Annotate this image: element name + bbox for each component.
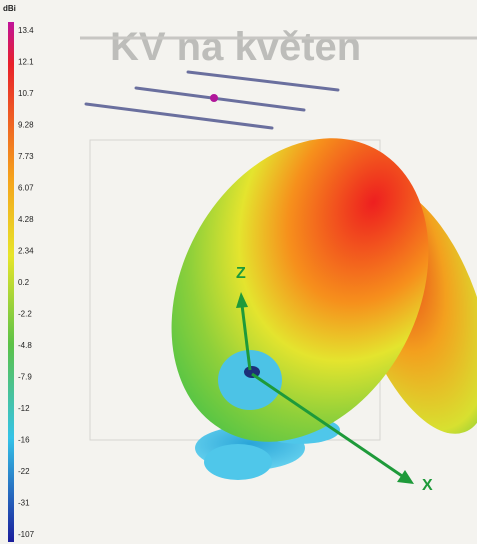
colorbar-tick-label: -107 xyxy=(18,530,35,539)
colorbar-tick-label: -22 xyxy=(18,467,30,476)
colorbar xyxy=(8,22,14,542)
colorbar-tick-label: 4.28 xyxy=(18,215,34,224)
colorbar-unit: dBi xyxy=(3,4,16,13)
colorbar-tick-label: -12 xyxy=(18,404,30,413)
colorbar-tick-label: 7.73 xyxy=(18,152,34,161)
background-title: KV na květen xyxy=(110,25,361,69)
axes xyxy=(236,292,414,484)
colorbar-tick-label: -7.9 xyxy=(18,373,32,382)
colorbar-tick-label: -2.2 xyxy=(18,310,32,319)
colorbar-tick-label: 0.2 xyxy=(18,278,30,287)
colorbar-tick-label: 6.07 xyxy=(18,184,34,193)
colorbar-tick-label: -31 xyxy=(18,499,30,508)
z-axis-label: Z xyxy=(236,265,246,282)
colorbar-tick-label: 9.28 xyxy=(18,121,34,130)
colorbar-tick-label: -4.8 xyxy=(18,341,32,350)
colorbar-tick-label: 10.7 xyxy=(18,89,34,98)
background-page: KV na květen xyxy=(80,25,477,441)
colorbar-ticks: 13.4 12.1 10.7 9.28 7.73 6.07 4.28 2.34 0.2 -2.2 -… xyxy=(18,26,35,539)
colorbar-tick-label: -16 xyxy=(18,436,30,445)
antenna xyxy=(84,70,340,130)
x-axis-label: X xyxy=(422,477,433,494)
colorbar-tick-label: 12.1 xyxy=(18,58,34,67)
colorbar-tick-label: 2.34 xyxy=(18,247,34,256)
colorbar-tick-label: 13.4 xyxy=(18,26,34,35)
radiation-pattern xyxy=(171,138,477,480)
